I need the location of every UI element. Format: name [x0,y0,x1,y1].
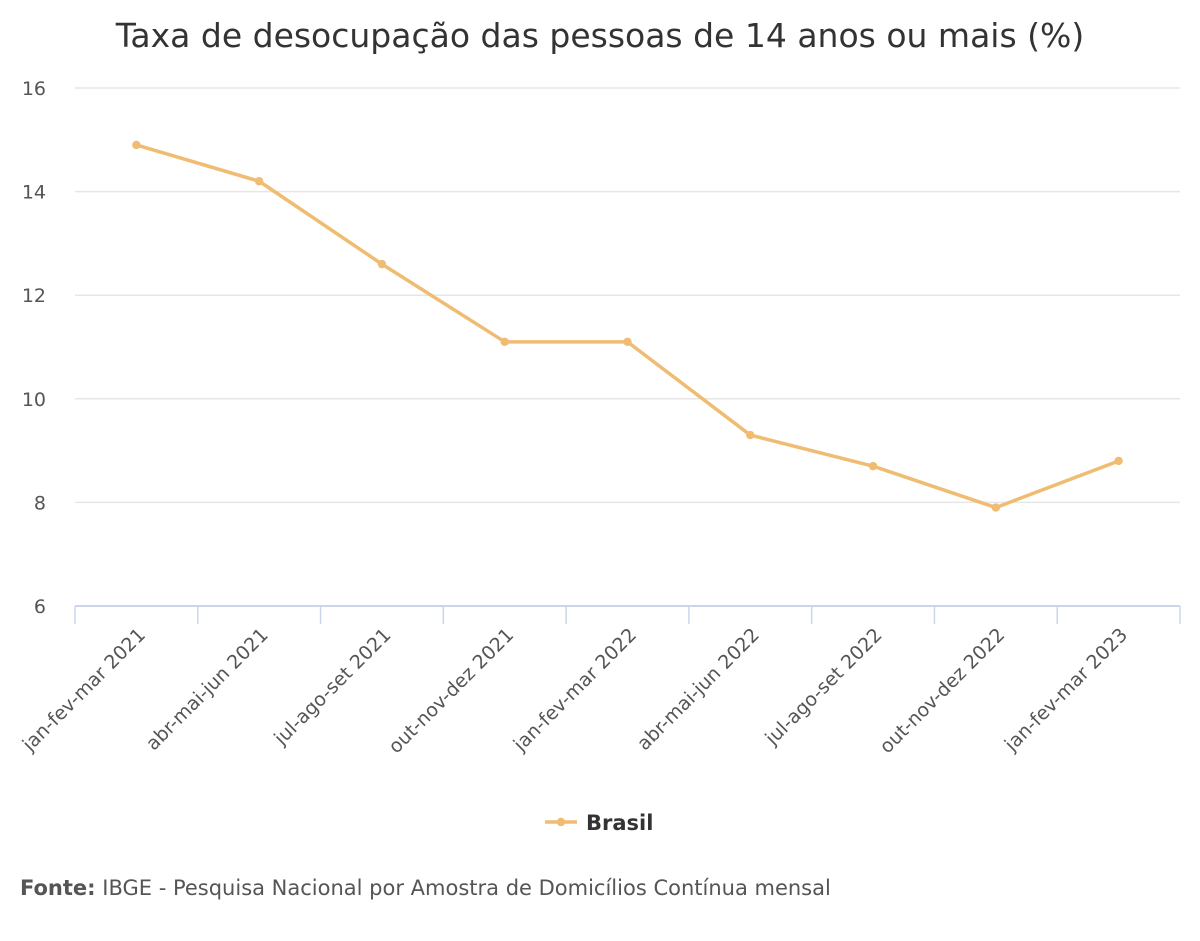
x-tick-label: out-nov-dez 2022 [875,624,1009,758]
legend-label-brasil[interactable]: Brasil [586,811,653,835]
data-point[interactable] [746,430,755,440]
x-tick-label: abr-mai-jun 2022 [633,624,764,755]
data-point[interactable] [377,259,387,269]
y-tick-label: 16 [22,78,46,100]
x-tick-label: jul-ago-set 2021 [269,624,395,750]
data-point[interactable] [132,140,141,150]
data-point[interactable] [254,177,264,186]
series-line-brasil[interactable] [134,143,1121,510]
legend-swatch-marker [556,817,566,827]
source-note: Fonte: IBGE - Pesquisa Nacional por Amos… [20,876,831,900]
x-tick-label: jan-fev-mar 2021 [18,624,150,756]
chart-title: Taxa de desocupação das pessoas de 14 an… [115,16,1085,55]
x-tick-label: out-nov-dez 2021 [384,624,518,758]
y-tick-label: 6 [34,596,46,618]
y-tick-label: 14 [22,182,46,204]
y-tick-label: 8 [34,492,46,514]
data-point[interactable] [868,461,878,471]
x-tick-label: jul-ago-set 2022 [760,624,886,750]
grid-lines [75,87,1180,504]
y-tick-label: 12 [22,285,46,307]
data-point[interactable] [623,337,632,347]
y-tick-label: 10 [22,389,46,411]
x-tick-label: jan-fev-mar 2022 [509,624,641,756]
series-brasil[interactable] [132,140,1123,512]
legend[interactable]: Brasil [545,811,653,835]
source-text: IBGE - Pesquisa Nacional por Amostra de … [102,876,831,900]
data-point[interactable] [991,503,1001,512]
x-tick-label: abr-mai-jun 2021 [142,624,273,755]
line-chart: Taxa de desocupação das pessoas de 14 an… [18,16,1181,835]
data-point[interactable] [1114,456,1123,466]
data-point[interactable] [500,337,509,347]
source-label: Fonte: [20,876,96,900]
y-axis: 6 8 10 12 14 16 [22,78,46,618]
x-tick-label: jan-fev-mar 2023 [1000,624,1132,756]
